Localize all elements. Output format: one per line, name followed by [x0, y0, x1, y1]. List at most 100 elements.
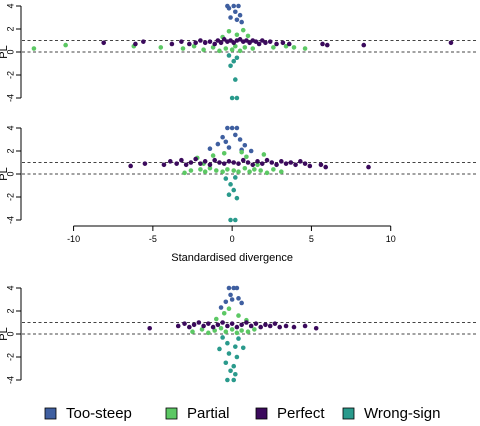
- point-perfect: [280, 40, 286, 46]
- point-perfect: [198, 38, 203, 43]
- point-partial: [191, 43, 197, 49]
- x-axis: -10 -5 0 5 10 Standardised divergence: [67, 225, 396, 264]
- point-partial: [261, 152, 267, 157]
- point-too-steep: [237, 12, 243, 18]
- point-perfect: [206, 321, 211, 326]
- point-partial: [182, 170, 187, 176]
- y-tick-label: 0: [5, 171, 15, 176]
- point-partial: [258, 168, 263, 173]
- point-too-steep: [239, 19, 244, 25]
- point-partial: [233, 43, 238, 49]
- point-perfect: [244, 38, 249, 43]
- point-wrong-sign: [225, 377, 230, 383]
- point-perfect: [128, 163, 133, 169]
- y-tick-label: 0: [5, 49, 15, 54]
- point-partial: [240, 27, 246, 33]
- y-tick-label: -4: [5, 376, 15, 384]
- point-perfect: [302, 161, 308, 166]
- legend: Too-steep Partial Perfect Wrong-sign: [44, 405, 440, 422]
- point-perfect: [215, 322, 221, 328]
- y-tick-label: 2: [5, 148, 15, 153]
- point-wrong-sign: [233, 344, 238, 349]
- x-axis-label: Standardised divergence: [171, 252, 293, 264]
- point-too-steep: [234, 125, 240, 131]
- point-perfect: [221, 161, 227, 166]
- point-too-steep: [226, 6, 232, 11]
- point-perfect: [283, 161, 289, 166]
- legend-swatch: [165, 407, 178, 420]
- point-perfect: [247, 40, 252, 46]
- point-perfect: [202, 40, 208, 46]
- point-partial: [190, 329, 195, 335]
- legend-item-wrong-sign: Wrong-sign: [342, 405, 440, 422]
- point-too-steep: [248, 148, 254, 154]
- y-tick-label: -4: [5, 216, 15, 224]
- point-perfect: [212, 157, 217, 163]
- point-wrong-sign: [236, 336, 241, 341]
- point-partial: [226, 29, 232, 34]
- point-perfect: [228, 38, 233, 43]
- point-perfect: [179, 39, 184, 44]
- point-wrong-sign: [228, 63, 233, 69]
- point-partial: [223, 329, 229, 335]
- y-axis-label: PL: [0, 45, 10, 58]
- point-perfect: [274, 162, 279, 168]
- point-perfect: [293, 162, 298, 168]
- point-wrong-sign: [234, 55, 240, 61]
- point-too-steep: [207, 146, 213, 151]
- point-perfect: [361, 42, 367, 48]
- y-tick-label: 2: [5, 308, 15, 313]
- point-partial: [31, 46, 37, 51]
- point-wrong-sign: [233, 77, 238, 82]
- panel-1: 4 2 0 -2 -4 PL: [0, 3, 476, 102]
- point-wrong-sign: [228, 217, 233, 223]
- point-too-steep: [228, 292, 233, 298]
- point-perfect: [263, 40, 268, 46]
- point-perfect: [221, 37, 227, 42]
- point-perfect: [226, 159, 232, 164]
- point-wrong-sign: [233, 175, 238, 180]
- point-perfect: [288, 160, 294, 165]
- point-partial: [250, 46, 256, 51]
- point-perfect: [198, 161, 203, 166]
- point-partial: [210, 153, 216, 158]
- point-perfect: [307, 163, 313, 169]
- point-partial: [226, 306, 232, 312]
- point-wrong-sign: [233, 371, 238, 377]
- point-perfect: [133, 41, 138, 47]
- point-perfect: [169, 41, 175, 47]
- legend-label: Perfect: [277, 405, 325, 422]
- point-partial: [218, 325, 224, 331]
- point-perfect: [236, 161, 241, 166]
- point-perfect: [448, 40, 454, 46]
- point-perfect: [320, 41, 325, 47]
- point-perfect: [274, 41, 279, 47]
- point-partial: [255, 162, 260, 168]
- y-axis-label: PL: [0, 327, 10, 340]
- point-perfect: [267, 323, 273, 329]
- point-perfect: [253, 39, 259, 44]
- point-wrong-sign: [231, 187, 237, 193]
- point-perfect: [237, 37, 243, 42]
- point-perfect: [175, 323, 181, 329]
- point-partial: [207, 165, 213, 171]
- point-wrong-sign: [231, 377, 237, 383]
- point-too-steep: [234, 17, 240, 23]
- y-axis-label: PL: [0, 167, 10, 180]
- point-too-steep: [234, 285, 240, 291]
- point-perfect: [302, 323, 308, 329]
- point-partial: [242, 165, 248, 171]
- point-perfect: [366, 164, 371, 170]
- legend-label: Partial: [187, 405, 230, 422]
- legend-item-too-steep: Too-steep: [44, 405, 132, 422]
- point-partial: [302, 46, 308, 51]
- point-perfect: [229, 321, 235, 326]
- point-perfect: [259, 161, 265, 166]
- point-perfect: [193, 156, 198, 162]
- point-perfect: [147, 325, 152, 331]
- point-too-steep: [223, 299, 229, 305]
- point-perfect: [277, 324, 283, 330]
- point-perfect: [193, 40, 198, 46]
- point-partial: [188, 168, 194, 173]
